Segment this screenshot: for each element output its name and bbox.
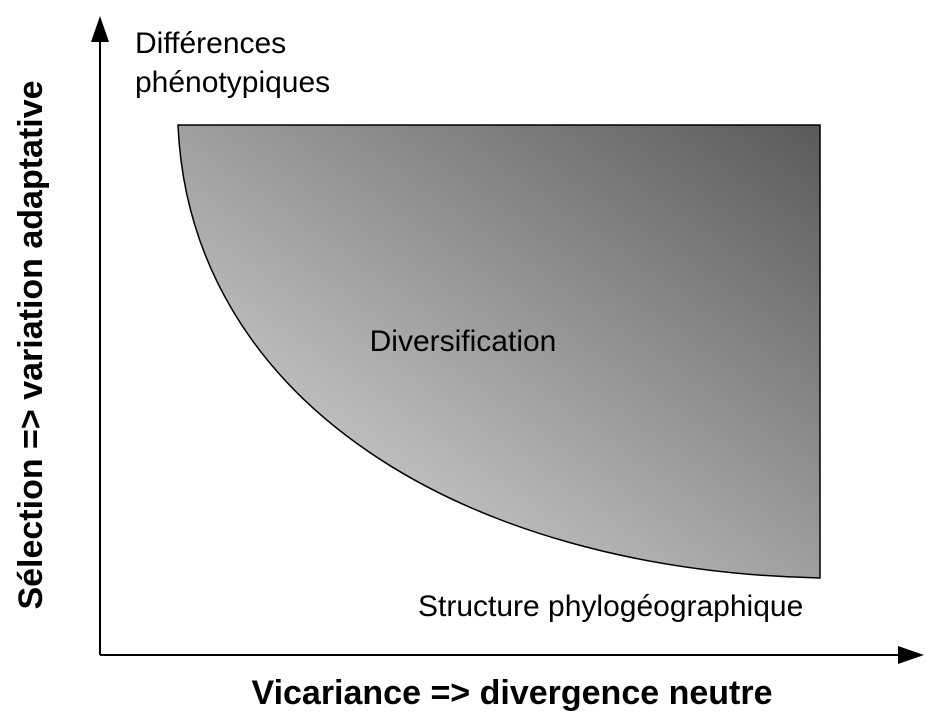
- center-label: Diversification: [370, 325, 557, 358]
- x-axis-title: Vicariance => divergence neutre: [252, 674, 773, 712]
- top-left-label: Différences: [135, 27, 286, 60]
- diversification-region: [177, 124, 821, 579]
- y-axis-title: Sélection => variation adaptative: [12, 80, 50, 609]
- x-axis-arrow: [898, 646, 924, 664]
- top-left-label: phénotypiques: [135, 66, 330, 99]
- y-axis-arrow: [91, 16, 109, 42]
- bottom-right-label: Structure phylogéographique: [418, 590, 803, 623]
